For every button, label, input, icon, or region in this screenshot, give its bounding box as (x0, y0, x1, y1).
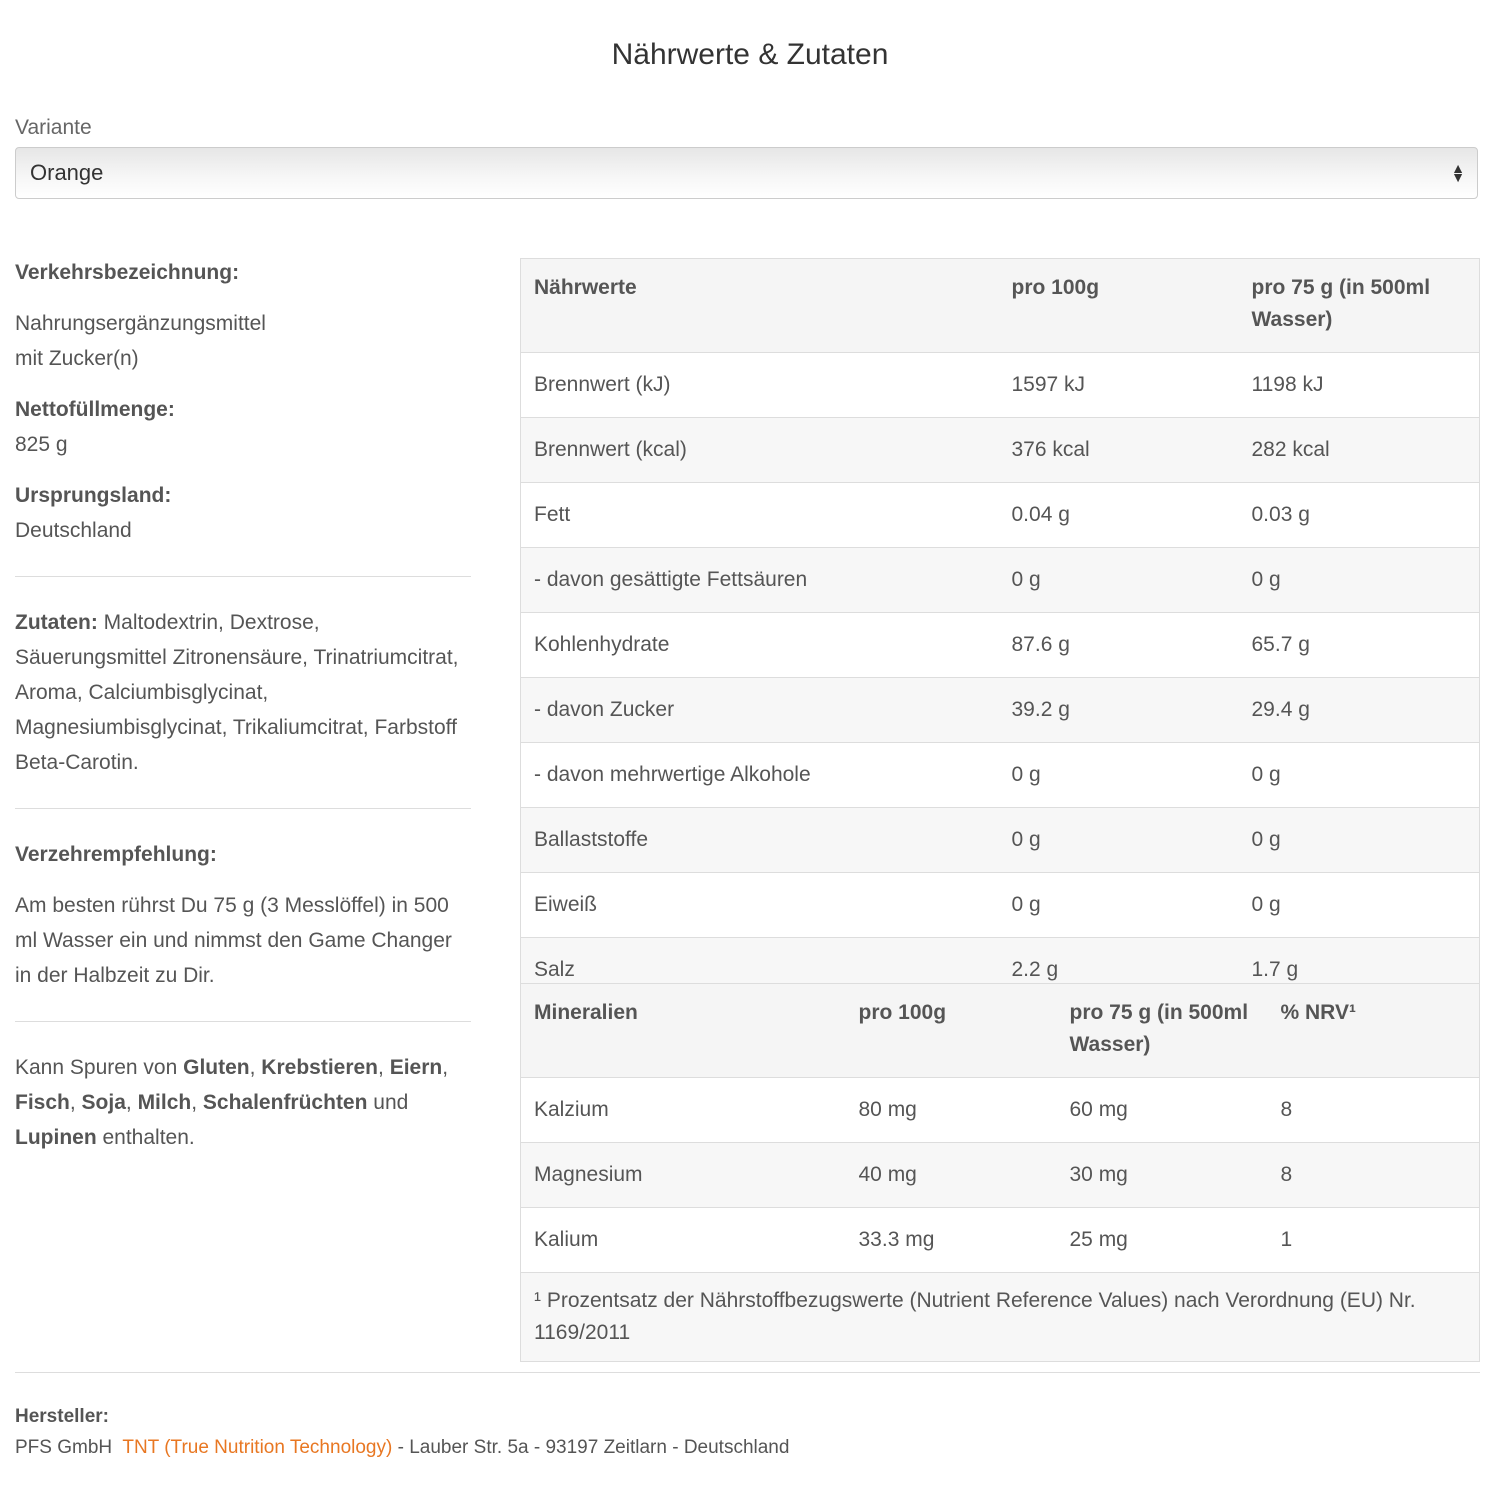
ursprung-label: Ursprungsland: (15, 484, 172, 507)
table-cell: 25 mg (1056, 1207, 1268, 1273)
table-cell: 0.03 g (1238, 482, 1480, 548)
table-row: Fett 0.04 g 0.03 g (520, 482, 1480, 548)
verzehr-value: Am besten rührst Du 75 g (3 Messlöffel) … (15, 894, 452, 987)
table-row: Kalzium 80 mg 60 mg 8 (520, 1077, 1480, 1143)
header-cell: pro 75 g (in 500ml Wasser) (1238, 258, 1480, 353)
mineralien-table: Mineralien pro 100g pro 75 g (in 500ml W… (520, 983, 1480, 1362)
netto-value: 825 g (15, 433, 68, 456)
manufacturer-label: Hersteller: (15, 1406, 109, 1427)
table-row: Kohlenhydrate 87.6 g 65.7 g (520, 612, 1480, 678)
naehrwerte-table: Nährwerte pro 100g pro 75 g (in 500ml Wa… (520, 258, 1480, 1003)
table-cell: 1 (1267, 1207, 1480, 1273)
page-title: Nährwerte & Zutaten (611, 38, 889, 71)
table-cell: 29.4 g (1238, 677, 1480, 743)
header-cell: pro 75 g (in 500ml Wasser) (1056, 983, 1268, 1078)
header-cell: Nährwerte (520, 258, 999, 353)
table-cell: 1198 kJ (1238, 352, 1480, 418)
zutaten-value: Maltodextrin, Dextrose, Säuerungsmittel … (15, 611, 459, 774)
table-cell: - davon Zucker (520, 677, 999, 743)
table-row: Brennwert (kJ) 1597 kJ 1198 kJ (520, 352, 1480, 418)
table-cell: 0 g (998, 872, 1239, 938)
table-cell: Kalium (520, 1207, 846, 1273)
table-cell: 40 mg (845, 1142, 1057, 1208)
table-cell: 39.2 g (998, 677, 1239, 743)
table-cell: 60 mg (1056, 1077, 1268, 1143)
table-header: Nährwerte pro 100g pro 75 g (in 500ml Wa… (520, 258, 1480, 353)
table-row: Magnesium 40 mg 30 mg 8 (520, 1142, 1480, 1208)
table-cell: - davon gesättigte Fettsäuren (520, 547, 999, 613)
table-cell: 0 g (1238, 807, 1480, 873)
netto-label: Nettofüllmenge: (15, 398, 175, 421)
table-header: Mineralien pro 100g pro 75 g (in 500ml W… (520, 983, 1480, 1078)
header-cell: pro 100g (845, 983, 1057, 1078)
verkehr-value: Nahrungsergänzungsmittel (15, 312, 266, 335)
table-cell: 0 g (998, 807, 1239, 873)
divider (15, 576, 471, 577)
table-cell: 0 g (998, 742, 1239, 808)
manufacturer: Hersteller: PFS GmbH TNT (True Nutrition… (15, 1372, 1480, 1463)
company: PFS GmbH (15, 1437, 113, 1458)
divider (15, 808, 471, 809)
table-row: Kalium 33.3 mg 25 mg 1 (520, 1207, 1480, 1273)
table-cell: Fett (520, 482, 999, 548)
verkehr-value-2: mit Zucker(n) (15, 347, 139, 370)
table-cell: 0.04 g (998, 482, 1239, 548)
table-cell: 8 (1267, 1142, 1480, 1208)
table-cell: 0 g (1238, 547, 1480, 613)
table-cell: 1597 kJ (998, 352, 1239, 418)
table-cell: 87.6 g (998, 612, 1239, 678)
table-cell: Brennwert (kJ) (520, 352, 999, 418)
table-cell: - davon mehrwertige Alkohole (520, 742, 999, 808)
header-cell: Mineralien (520, 983, 846, 1078)
variant-select[interactable]: Orange ▲ ▼ (15, 147, 1478, 199)
verzehr-label: Verzehrempfehlung: (15, 843, 217, 866)
table-cell: 0 g (1238, 742, 1480, 808)
divider (15, 1021, 471, 1022)
table-cell: 8 (1267, 1077, 1480, 1143)
header-cell: pro 100g (998, 258, 1239, 353)
table-row: Brennwert (kcal) 376 kcal 282 kcal (520, 417, 1480, 483)
table-cell: Magnesium (520, 1142, 846, 1208)
verkehr-label: Verkehrsbezeichnung: (15, 261, 240, 284)
variant-label: Variante (15, 116, 92, 139)
table-cell: 0 g (998, 547, 1239, 613)
table-cell: 80 mg (845, 1077, 1057, 1143)
table-cell: Kohlenhydrate (520, 612, 999, 678)
table-cell: 0 g (1238, 872, 1480, 938)
table-cell: 282 kcal (1238, 417, 1480, 483)
table-cell: 65.7 g (1238, 612, 1480, 678)
ursprung-value: Deutschland (15, 519, 132, 542)
table-cell: Kalzium (520, 1077, 846, 1143)
variant-selected: Orange (30, 160, 104, 185)
allergen-note: Kann Spuren von Gluten, Krebstieren, Eie… (15, 1056, 449, 1149)
table-cell: Brennwert (kcal) (520, 417, 999, 483)
select-arrows-icon: ▲ ▼ (1451, 160, 1465, 185)
header-cell: % NRV¹ (1267, 983, 1480, 1078)
footnote-row: ¹ Prozentsatz der Nährstoffbezugswerte (… (520, 1272, 1480, 1362)
footnote: ¹ Prozentsatz der Nährstoffbezugswerte (… (520, 1272, 1480, 1362)
brand-link[interactable]: TNT (True Nutrition Technology) (122, 1437, 393, 1458)
table-cell: Ballaststoffe (520, 807, 999, 873)
zutaten-label: Zutaten: (15, 611, 98, 634)
table-row: - davon Zucker 39.2 g 29.4 g (520, 677, 1480, 743)
table-cell: 33.3 mg (845, 1207, 1057, 1273)
table-cell: 30 mg (1056, 1142, 1268, 1208)
address: - Lauber Str. 5a - 93197 Zeitlarn - Deut… (392, 1437, 790, 1458)
product-info: Verkehrsbezeichnung: Nahrungsergänzungsm… (15, 255, 471, 1155)
table-cell: 376 kcal (998, 417, 1239, 483)
table-cell: Eiweiß (520, 872, 999, 938)
